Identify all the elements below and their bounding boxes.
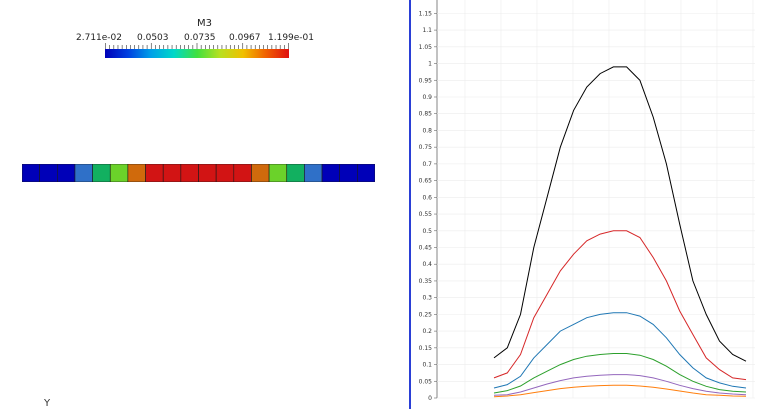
mesh-cell [127, 164, 146, 182]
mesh-cell [162, 164, 182, 182]
y-tick-label: 0.45 [419, 244, 433, 251]
mesh-cell [233, 164, 252, 182]
y-tick-label: 0 [428, 395, 432, 402]
line-chart-view[interactable]: 0 0.05 0.1 0.15 0.2 0.25 0.3 0.35 0.4 0.45 0.5 0.55… [411, 0, 760, 409]
mesh-cell [109, 164, 129, 182]
y-tick-label: 0.35 [419, 278, 433, 285]
y-tick-label: 0.15 [419, 345, 433, 352]
series-line-1 [493, 66, 747, 362]
view-splitter[interactable] [409, 0, 411, 409]
line-chart: 0 0.05 0.1 0.15 0.2 0.25 0.3 0.35 0.4 0.45 0.5 0.55… [419, 0, 755, 402]
colorbar-label-min: 2.711e-02 [76, 33, 123, 43]
series-line-4 [493, 353, 747, 394]
y-tick-label: 0.5 [422, 228, 432, 235]
y-tick-label: 0.4 [422, 261, 432, 268]
render-view[interactable]: M3 2.711e-02 0.0503 0.0735 0.0967 1.199e… [0, 0, 409, 409]
y-tick-label: 0.6 [422, 194, 432, 201]
orientation-axis-label: Y [44, 398, 51, 409]
mesh-cell [39, 164, 58, 182]
mesh-cell [268, 164, 288, 182]
y-tick-label: 0.25 [419, 311, 433, 318]
y-tick-label: 1.1 [422, 27, 432, 34]
mesh-cell [339, 164, 358, 182]
y-tick-label: 0.3 [422, 295, 432, 302]
y-tick-label: 0.95 [419, 77, 433, 84]
y-tick-label: 1.05 [419, 44, 433, 51]
colorbar-labels: 2.711e-02 0.0503 0.0735 0.0967 1.199e-01 [0, 33, 409, 47]
mesh-cell [180, 164, 199, 182]
series-line-2 [493, 230, 747, 381]
series-line-5 [493, 374, 747, 396]
y-tick-label: 0.85 [419, 111, 433, 118]
y-tick-label: 1 [428, 61, 432, 68]
mesh-cell [251, 164, 270, 182]
mesh-cell [286, 164, 305, 182]
mesh-cell [92, 164, 111, 182]
y-tick-label: 0.05 [419, 378, 433, 385]
colorbar-gradient [105, 49, 289, 58]
colorbar-label-3: 0.0735 [184, 33, 216, 43]
mesh-cell [215, 164, 235, 182]
mesh-cell [321, 164, 340, 182]
mesh-cell [304, 164, 323, 182]
colorbar-label-max: 1.199e-01 [268, 33, 315, 43]
y-tick-label: 1.15 [419, 10, 433, 17]
mesh-cell [22, 164, 40, 182]
mesh-cell [357, 164, 375, 182]
mesh-cell [56, 164, 76, 182]
y-tick-label: 0.55 [419, 211, 433, 218]
colorbar-label-4: 0.0967 [229, 33, 261, 43]
y-tick-label: 0.65 [419, 178, 433, 185]
series-line-6 [493, 384, 747, 398]
y-tick-label: 0.75 [419, 144, 433, 151]
y-tick-label: 0.8 [422, 127, 432, 134]
mesh-cell [145, 164, 164, 182]
colorbar-label-2: 0.0503 [137, 33, 169, 43]
series-line-3 [493, 312, 747, 389]
mesh-bar [22, 164, 375, 182]
colorbar-title: M3 [197, 18, 212, 29]
y-tick-label: 0.1 [422, 362, 432, 369]
colorbar-ticks [105, 43, 289, 49]
y-tick-label: 0.9 [422, 94, 432, 101]
mesh-cell [74, 164, 93, 182]
mesh-cell [198, 164, 217, 182]
y-tick-label: 0.7 [422, 161, 432, 168]
y-tick-label: 0.2 [422, 328, 432, 335]
